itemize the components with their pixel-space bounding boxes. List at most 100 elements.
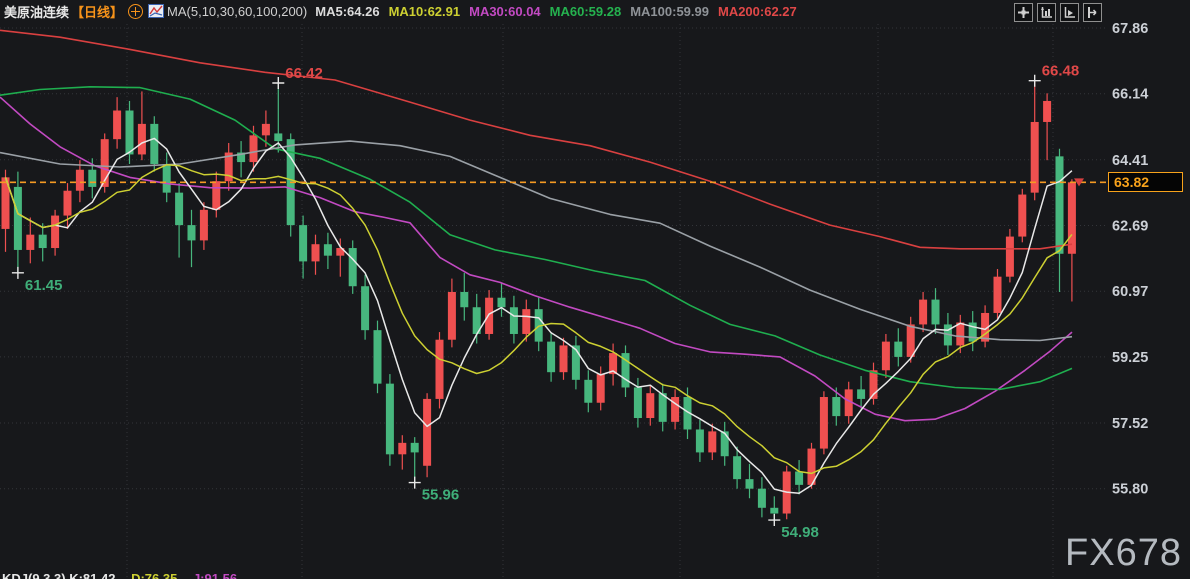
price-down-tick bbox=[1074, 178, 1084, 187]
candle-body bbox=[51, 215, 60, 249]
move-tool-button[interactable] bbox=[1014, 3, 1033, 22]
ma-line-MA200 bbox=[0, 29, 1073, 250]
swing-cross-marker bbox=[768, 514, 781, 527]
candle-body bbox=[237, 152, 246, 163]
ma-line-MA10 bbox=[4, 164, 1073, 475]
swing-annotation: 54.98 bbox=[781, 524, 819, 541]
current-price-badge: 63.82 bbox=[1108, 172, 1183, 192]
candle-body bbox=[633, 387, 642, 419]
candle-body bbox=[299, 225, 308, 262]
candle-body bbox=[745, 479, 754, 489]
candle-body bbox=[175, 192, 184, 226]
candle-body bbox=[993, 276, 1002, 313]
candle-body bbox=[919, 299, 928, 325]
candle-body bbox=[497, 297, 506, 308]
candle-body bbox=[807, 448, 816, 485]
candle-body bbox=[187, 225, 196, 241]
candle-body bbox=[336, 248, 345, 256]
candle-body bbox=[1030, 121, 1039, 193]
price-axis-label: 67.86 bbox=[1112, 21, 1148, 37]
candle-body bbox=[1018, 194, 1027, 237]
candle-body bbox=[894, 341, 903, 357]
ma-line-MA5 bbox=[4, 137, 1073, 495]
candle-body bbox=[373, 330, 382, 384]
exit-chart-button[interactable] bbox=[1083, 3, 1102, 22]
candle-body bbox=[869, 370, 878, 399]
candle-body bbox=[1043, 100, 1052, 122]
candle-body bbox=[1055, 156, 1064, 254]
candle-body bbox=[1067, 182, 1076, 254]
candle-body bbox=[571, 345, 580, 380]
sub-indicator-d: D:76.35 bbox=[131, 571, 178, 579]
ma30-readout: MA30:60.04 bbox=[469, 3, 541, 19]
axis-zoom-in-button[interactable] bbox=[1037, 3, 1056, 22]
candle-body bbox=[199, 209, 208, 241]
candle-body bbox=[733, 456, 742, 480]
ma100-readout: MA100:59.99 bbox=[630, 3, 709, 19]
candle-body bbox=[968, 322, 977, 342]
swing-cross-marker bbox=[272, 77, 285, 90]
swing-cross-marker bbox=[408, 476, 421, 489]
header-bar: 美原油连续 【日线】 MA(5,10,30,60,100,200) MA5:64… bbox=[0, 0, 1190, 22]
sub-indicator-name: KDJ(9,3,3) K:81.42 bbox=[2, 571, 116, 579]
candle-body bbox=[361, 286, 370, 331]
swing-cross-marker bbox=[1028, 74, 1041, 87]
price-axis-label: 62.69 bbox=[1112, 218, 1148, 234]
candle-body bbox=[671, 397, 680, 422]
candle-body bbox=[658, 393, 667, 422]
candle-body bbox=[261, 123, 270, 136]
candle-body bbox=[224, 152, 233, 182]
candle-body bbox=[113, 110, 122, 140]
candle-body bbox=[385, 383, 394, 455]
candle-body bbox=[125, 110, 134, 155]
candle-body bbox=[720, 431, 729, 457]
axis-zoom-out-button[interactable] bbox=[1060, 3, 1079, 22]
ma5-readout: MA5:64.26 bbox=[315, 3, 380, 19]
candle-body bbox=[150, 123, 159, 164]
candle-body bbox=[485, 297, 494, 334]
swing-annotation: 61.45 bbox=[25, 277, 63, 294]
period-label[interactable]: 【日线】 bbox=[71, 4, 124, 20]
swing-annotation: 55.96 bbox=[422, 487, 460, 504]
candle-body bbox=[410, 442, 419, 453]
candle-body bbox=[881, 341, 890, 371]
candle-body bbox=[447, 291, 456, 340]
swing-cross-marker bbox=[11, 266, 24, 279]
candle-body bbox=[100, 139, 109, 187]
candle-body bbox=[398, 442, 407, 455]
candle-body bbox=[423, 398, 432, 466]
mini-chart-icon[interactable] bbox=[148, 4, 165, 18]
candle-body bbox=[311, 244, 320, 262]
candle-body bbox=[559, 345, 568, 373]
candle-body bbox=[460, 291, 469, 308]
candle-body bbox=[348, 248, 357, 287]
candle-body bbox=[88, 169, 97, 187]
candle-body bbox=[757, 488, 766, 508]
candle-body bbox=[708, 431, 717, 453]
candle-body bbox=[547, 341, 556, 373]
candle-body bbox=[795, 471, 804, 485]
price-axis-label: 57.52 bbox=[1112, 416, 1148, 432]
ma-settings-label: MA(5,10,30,60,100,200) bbox=[167, 3, 308, 19]
candle-body bbox=[770, 507, 779, 514]
candle-body bbox=[38, 234, 47, 249]
candle-body bbox=[832, 397, 841, 417]
candle-body bbox=[534, 309, 543, 342]
candle-body bbox=[435, 339, 444, 399]
candle-body bbox=[596, 374, 605, 403]
candle-body bbox=[1, 177, 10, 229]
swing-annotation: 66.42 bbox=[285, 65, 323, 82]
candle-body bbox=[274, 133, 283, 142]
candle-body bbox=[249, 135, 258, 163]
candle-body bbox=[162, 163, 171, 193]
price-axis-label: 66.14 bbox=[1112, 87, 1148, 103]
candle-body bbox=[819, 397, 828, 449]
price-axis-label: 64.41 bbox=[1112, 153, 1148, 169]
candle-body bbox=[63, 190, 72, 216]
candle-body bbox=[584, 379, 593, 403]
symbol-title: 美原油连续 bbox=[4, 4, 70, 20]
candle-body bbox=[212, 181, 221, 210]
crosshair-circle-icon[interactable] bbox=[128, 3, 144, 19]
